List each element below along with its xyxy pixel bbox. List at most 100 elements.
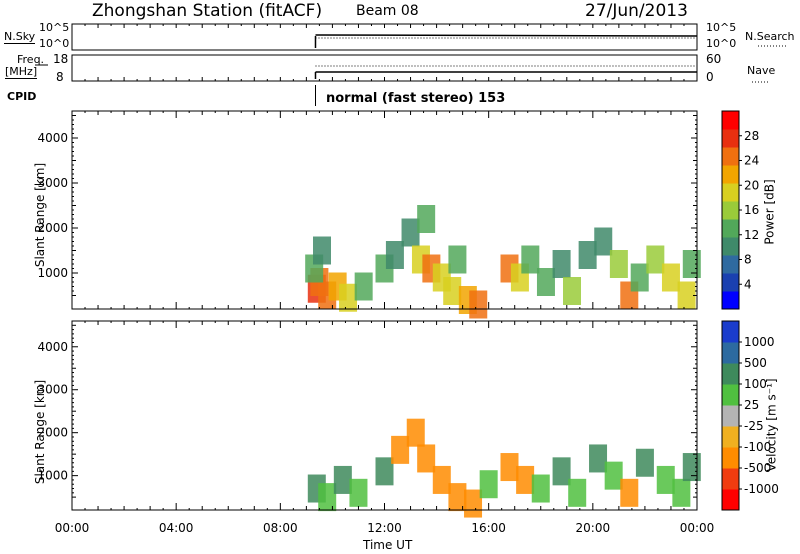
power-cell (609, 250, 628, 278)
power-cell (646, 245, 665, 274)
velocity-cell (333, 465, 352, 494)
x-tick-label: 00:00 (55, 521, 90, 535)
velocity-colorbar-tick-label: -100 (744, 440, 771, 454)
nsearch-label: N.Search (745, 30, 795, 43)
velocity-colorbar-tick-label: 500 (744, 356, 767, 370)
velocity-colorbar-segment (722, 363, 739, 385)
power-colorbar-tick-label: 16 (744, 203, 759, 217)
power-cell (578, 241, 597, 269)
power-cell (552, 250, 571, 278)
power-ytick-label: 4000 (37, 131, 68, 145)
freq-tick-bottom: 8 (56, 70, 64, 84)
power-colorbar-segment (722, 183, 739, 202)
velocity-cell (464, 489, 483, 518)
power-colorbar-segment (722, 255, 739, 274)
power-colorbar-tick-label: 8 (744, 253, 752, 267)
power-cell (448, 245, 467, 274)
station-title: Zhongshan Station (fitACF) (92, 1, 323, 21)
cpid-label: CPID (7, 90, 37, 103)
power-colorbar-segment (722, 201, 739, 220)
nsky-tick-bottom: 10^0 (39, 37, 70, 50)
velocity-cell (500, 453, 519, 482)
velocity-cell (604, 461, 623, 490)
velocity-cell (391, 435, 410, 464)
x-tick-label: 04:00 (159, 521, 194, 535)
power-colorbar-segment (722, 147, 739, 166)
velocity-colorbar-frame (721, 320, 740, 511)
power-ytick-label: 3000 (37, 176, 68, 190)
velocity-cell (620, 478, 639, 507)
velocity-cell (672, 478, 691, 507)
power-colorbar-tick-label: 12 (744, 228, 759, 242)
nave-tick-bottom: 0 (706, 70, 714, 84)
x-tick-label: 00:00 (680, 521, 715, 535)
power-cell (354, 272, 373, 301)
power-colorbar-tick-label: 4 (744, 277, 752, 291)
power-colorbar-tick-label: 24 (744, 154, 759, 168)
power-ytick-label: 2000 (37, 221, 68, 235)
power-cell (417, 205, 436, 233)
velocity-ytick-label: 3000 (37, 383, 68, 397)
velocity-colorbar-segment (722, 405, 739, 427)
velocity-colorbar-tick-label: -25 (744, 419, 764, 433)
velocity-colorbar-segment (722, 342, 739, 364)
nsky-label: N.Sky (4, 30, 36, 44)
power-colorbar-segment (722, 291, 739, 310)
power-colorbar-tick-label: 28 (744, 129, 759, 143)
nsky-trace (315, 34, 698, 37)
power-colorbar-segment (722, 237, 739, 256)
power-colorbar-segment (722, 165, 739, 184)
velocity-cell (531, 474, 550, 503)
freq-label: Freq. (17, 53, 45, 66)
velocity-colorbar-segment (722, 321, 739, 343)
velocity-colorbar-segment (722, 489, 739, 511)
x-tick-label: 20:00 (576, 521, 611, 535)
nsky-tick-top: 10^5 (39, 21, 70, 34)
velocity-cell (417, 444, 436, 473)
velocity-colorbar-segment (722, 426, 739, 448)
power-cell (536, 268, 555, 296)
velocity-colorbar-tick-label: -500 (744, 461, 771, 475)
velocity-cell (375, 457, 394, 486)
nave-tick-top: 60 (706, 52, 722, 66)
nsearch-tick-top: 10^5 (706, 21, 737, 34)
date-label: 27/Jun/2013 (585, 1, 688, 21)
velocity-colorbar-segment (722, 468, 739, 490)
velocity-ytick-label: 4000 (37, 340, 68, 354)
power-cell (443, 277, 462, 305)
power-cell (385, 241, 404, 269)
power-cell (630, 263, 649, 292)
freq-unit: [MHz] (5, 65, 38, 79)
velocity-colorbar-segment (722, 384, 739, 406)
power-cell (563, 277, 581, 305)
velocity-colorbar-tick-label: 1000 (744, 335, 775, 349)
power-colorbar-segment (722, 129, 739, 148)
velocity-cell (516, 465, 535, 494)
power-cell (339, 283, 358, 312)
x-tick-label: 08:00 (263, 521, 298, 535)
power-cell (661, 263, 680, 292)
power-colorbar-segment (722, 111, 739, 130)
power-colorbar-segment (722, 219, 739, 238)
velocity-cell (479, 470, 498, 499)
velocity-cell (568, 478, 587, 507)
power-colorbar-segment (722, 273, 739, 292)
velocity-cell (589, 444, 608, 473)
velocity-ytick-label: 2000 (37, 426, 68, 440)
beam-label: Beam 08 (356, 3, 419, 19)
power-cell (677, 281, 696, 310)
velocity-cell (406, 418, 425, 447)
velocity-colorbar-tick-label: -1000 (744, 482, 779, 496)
power-colorbar-tick-label: 20 (744, 178, 759, 192)
x-tick-label: 12:00 (367, 521, 402, 535)
power-cell (682, 250, 701, 278)
x-tick-label: 16:00 (471, 521, 506, 535)
freq-tick-top: 18 (53, 52, 69, 66)
velocity-cell (682, 453, 701, 482)
velocity-cell (656, 465, 675, 494)
velocity-cell (635, 448, 654, 477)
power-ytick-label: 1000 (37, 266, 68, 280)
nave-label: Nave (747, 64, 776, 77)
nsearch-tick-bottom: 10^0 (706, 37, 737, 50)
